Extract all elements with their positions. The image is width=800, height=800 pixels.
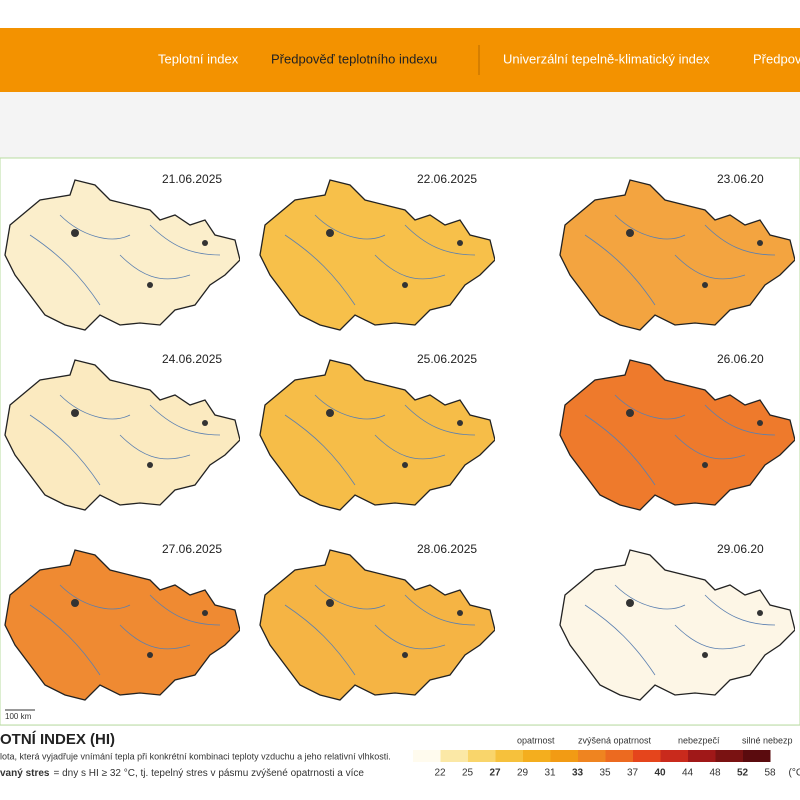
scale-label: 100 km xyxy=(5,712,32,721)
legend-panel xyxy=(0,726,800,800)
scale-tick: 52 xyxy=(737,768,749,779)
level-label: zvýšená opatrnost xyxy=(578,735,652,745)
scale-tick: 29 xyxy=(517,768,529,779)
map-date: 26.06.20 xyxy=(717,352,764,366)
scale-tick: 27 xyxy=(489,768,501,779)
scale-tick: 37 xyxy=(627,768,639,779)
stress-term: vaný stres xyxy=(0,768,50,779)
color-box xyxy=(715,750,743,762)
nav-bar xyxy=(0,28,800,92)
top-strip xyxy=(0,0,800,28)
level-label: opatrnost xyxy=(517,735,555,745)
scale-tick: 44 xyxy=(682,768,694,779)
map-date: 28.06.2025 xyxy=(417,542,477,556)
level-label: nebezpečí xyxy=(678,735,720,745)
scale-tick: (°C) xyxy=(789,768,800,779)
color-box xyxy=(578,750,606,762)
nav-item[interactable]: Univerzální tepelně-klimatický index xyxy=(503,51,710,66)
color-box xyxy=(660,750,688,762)
map-date: 27.06.2025 xyxy=(162,542,222,556)
level-label: silné nebezp xyxy=(742,735,793,745)
color-box xyxy=(523,750,551,762)
map-date: 21.06.2025 xyxy=(162,172,222,186)
stress-line: vaný stres = dny s HI ≥ 32 °C, tj. tepeln… xyxy=(0,768,364,779)
scale-tick: 22 xyxy=(434,768,446,779)
map-date: 29.06.20 xyxy=(717,542,764,556)
map-date: 23.06.20 xyxy=(717,172,764,186)
color-box xyxy=(468,750,496,762)
color-box xyxy=(550,750,578,762)
color-box xyxy=(440,750,468,762)
scale-tick: 58 xyxy=(764,768,776,779)
color-box xyxy=(495,750,523,762)
color-box xyxy=(688,750,716,762)
scale-tick: 48 xyxy=(709,768,721,779)
nav-item[interactable]: Předpov xyxy=(753,51,800,66)
color-box xyxy=(633,750,661,762)
map-date: 24.06.2025 xyxy=(162,352,222,366)
color-box xyxy=(413,750,441,762)
color-box xyxy=(743,750,771,762)
scale-tick: 40 xyxy=(654,768,666,779)
map-date: 25.06.2025 xyxy=(417,352,477,366)
scale-tick: 33 xyxy=(572,768,584,779)
legend-title: OTNÍ INDEX (HI) xyxy=(0,731,115,748)
scale-tick: 35 xyxy=(599,768,611,779)
legend-description: lota, která vyjadřuje vnímání tepla při … xyxy=(0,751,391,761)
scale-tick: 31 xyxy=(544,768,556,779)
nav-item[interactable]: Teplotní index xyxy=(158,51,239,66)
map-date: 22.06.2025 xyxy=(417,172,477,186)
scale-tick: 25 xyxy=(462,768,474,779)
nav-item[interactable]: Předpověď teplotního indexu xyxy=(271,51,437,66)
stress-text: = dny s HI ≥ 32 °C, tj. tepelný stres v … xyxy=(53,768,364,779)
color-box xyxy=(605,750,633,762)
